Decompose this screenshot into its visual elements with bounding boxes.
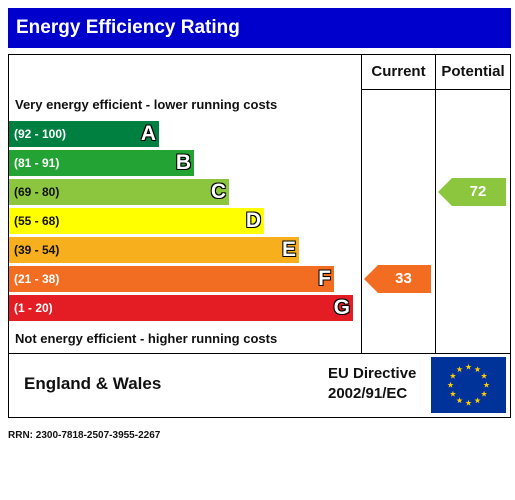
eu-flag-star bbox=[456, 366, 463, 372]
eu-flag-star bbox=[456, 397, 463, 404]
eu-flag-stars bbox=[447, 363, 490, 406]
page-title-text: Energy Efficiency Rating bbox=[16, 17, 240, 38]
current-rating-arrow: 33 bbox=[364, 265, 431, 293]
band-letter: D bbox=[245, 209, 261, 232]
scale-bottom-caption: Not energy efficient - higher running co… bbox=[15, 331, 278, 346]
scale-top-caption: Very energy efficient - lower running co… bbox=[15, 97, 278, 112]
rating-band-e: (39 - 54) E bbox=[9, 237, 299, 263]
band-range-label: (81 - 91) bbox=[14, 156, 60, 170]
rating-band-a: (92 - 100) A bbox=[9, 121, 159, 147]
eu-flag-star bbox=[465, 399, 472, 406]
potential-column-header: Potential bbox=[441, 63, 505, 80]
band-range-label: (55 - 68) bbox=[14, 214, 60, 228]
eu-flag-icon bbox=[431, 357, 506, 413]
band-letter: E bbox=[281, 238, 296, 261]
rating-band-b: (81 - 91) B bbox=[9, 150, 194, 176]
eu-flag-star bbox=[483, 381, 490, 388]
band-letter: A bbox=[140, 122, 156, 145]
eu-flag-star bbox=[447, 381, 454, 388]
rating-band-d: (55 - 68) D bbox=[9, 208, 264, 234]
band-letter: G bbox=[333, 296, 350, 319]
eu-flag-star bbox=[474, 366, 481, 372]
band-range-label: (92 - 100) bbox=[14, 127, 67, 141]
band-range-label: (21 - 38) bbox=[14, 272, 60, 286]
eu-flag-star bbox=[474, 397, 481, 404]
potential-rating-arrow: 72 bbox=[438, 178, 506, 206]
header-divider bbox=[362, 89, 510, 90]
footer: England & Wales EU Directive 2002/91/EC bbox=[8, 353, 511, 418]
eu-flag-star bbox=[449, 372, 456, 379]
eu-flag-star bbox=[465, 363, 472, 370]
band-range-label: (1 - 20) bbox=[14, 301, 53, 315]
band-range-label: (39 - 54) bbox=[14, 243, 60, 257]
band-letter: B bbox=[175, 151, 191, 174]
eu-flag-star bbox=[481, 390, 488, 397]
rating-table: Current Potential Very energy efficient … bbox=[8, 54, 511, 354]
eu-directive: EU Directive 2002/91/EC bbox=[328, 364, 416, 404]
rrn-reference: RRN: 2300-7818-2507-3955-2267 bbox=[8, 430, 161, 441]
eu-directive-line1: EU Directive bbox=[328, 365, 417, 382]
current-column-header: Current bbox=[371, 63, 426, 80]
potential-rating-value: 72 bbox=[469, 183, 487, 200]
rating-band-f: (21 - 38) F bbox=[9, 266, 334, 292]
rating-band-g: (1 - 20) G bbox=[9, 295, 353, 321]
eu-flag-star bbox=[481, 372, 488, 379]
page-title: Energy Efficiency Rating bbox=[8, 8, 511, 48]
region-label: England & Wales bbox=[24, 374, 162, 393]
rating-band-c: (69 - 80) C bbox=[9, 179, 229, 205]
current-rating-value: 33 bbox=[395, 270, 412, 287]
eu-flag-star bbox=[449, 390, 456, 397]
band-letter: C bbox=[210, 180, 226, 203]
column-divider-potential bbox=[435, 55, 436, 353]
band-range-label: (69 - 80) bbox=[14, 185, 60, 199]
band-letter: F bbox=[318, 267, 331, 290]
column-divider-current bbox=[361, 55, 362, 353]
eu-directive-line2: 2002/91/EC bbox=[328, 385, 408, 402]
